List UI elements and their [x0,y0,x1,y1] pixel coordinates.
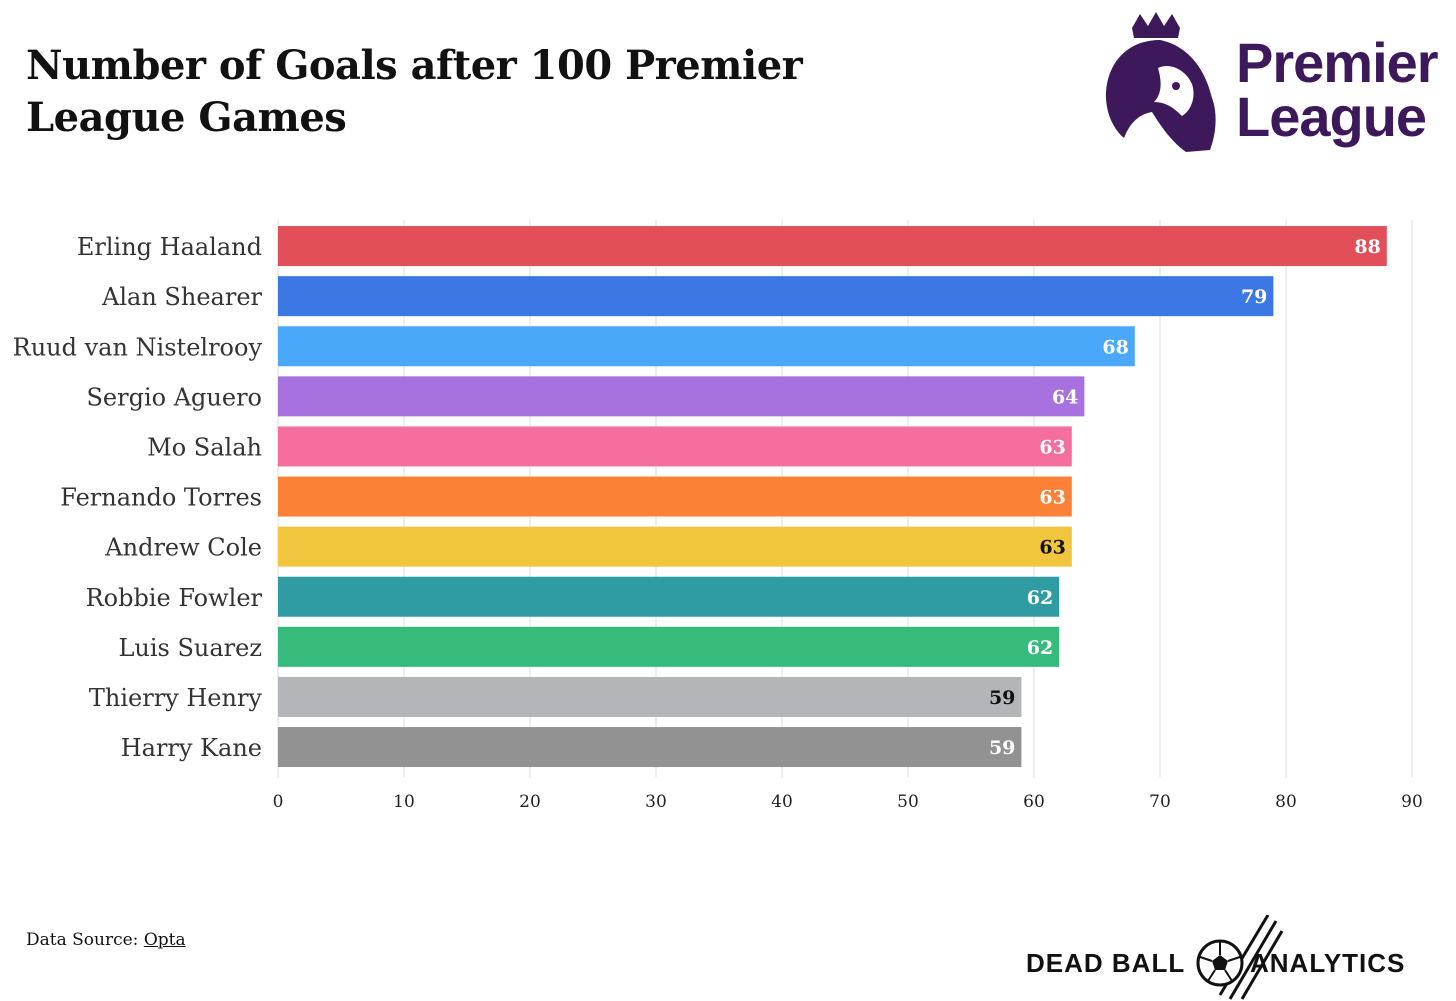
soccer-ball-icon [1196,915,1284,1000]
bar [278,626,1060,667]
value-label: 62 [1027,587,1053,609]
category-label: Luis Suarez [118,634,262,662]
x-tick-label: 90 [1401,792,1423,812]
category-label: Harry Kane [121,734,262,762]
bar [278,376,1085,417]
bar [278,276,1274,317]
category-labels: Erling Haaland Alan Shearer Ruud van Niste… [13,233,263,762]
x-tick-label: 10 [393,792,415,812]
bar [278,326,1135,367]
lion-crest-icon [1105,12,1216,152]
chart-title: Number of Goals after 100 Premier League… [26,42,803,141]
value-label: 63 [1039,436,1065,458]
x-tick-label: 70 [1149,792,1171,812]
bar [278,727,1022,768]
value-label: 68 [1102,336,1128,358]
category-label: Mo Salah [147,433,262,461]
data-source: Data Source: Opta [26,930,186,950]
brand-left-text: DEAD BALL [1026,948,1185,978]
value-label: 64 [1052,386,1078,408]
category-label: Andrew Cole [104,534,262,562]
x-tick-label: 40 [771,792,793,812]
bar [278,476,1072,517]
category-label: Erling Haaland [77,233,262,261]
data-source-link[interactable]: Opta [143,930,186,950]
x-tick-label: 20 [519,792,541,812]
bar [278,226,1387,267]
category-label: Robbie Fowler [86,584,263,612]
category-label: Ruud van Nistelrooy [13,333,263,361]
value-label: 59 [989,737,1015,759]
category-label: Alan Shearer [101,283,262,311]
value-label: 88 [1354,236,1380,258]
bar-chart: 88 79 68 64 63 63 63 62 62 59 59 Erling Haaland Ala… [13,220,1423,812]
bar [278,676,1022,717]
bar [278,526,1072,567]
value-label: 79 [1241,286,1267,308]
category-label: Thierry Henry [89,684,263,712]
premier-league-logo: Premier League [1105,12,1439,152]
data-source-prefix: Data Source: [26,930,144,950]
x-axis-ticks: 0 10 20 30 40 50 60 70 80 90 [273,792,1423,812]
x-tick-label: 0 [273,792,284,812]
value-label: 63 [1039,487,1065,509]
bars: 88 79 68 64 63 63 63 62 62 59 59 [278,226,1387,768]
value-label: 63 [1039,537,1065,559]
bar [278,576,1060,617]
value-label: 59 [989,687,1015,709]
logo-line-2: League [1236,85,1426,148]
dead-ball-analytics-logo: DEAD BALL ANALYTICS [1026,915,1405,1000]
x-tick-label: 80 [1275,792,1297,812]
category-label: Fernando Torres [60,484,262,512]
x-tick-label: 60 [1023,792,1045,812]
brand-right-text: ANALYTICS [1250,948,1405,978]
logo-line-1: Premier [1236,31,1438,94]
x-tick-label: 50 [897,792,919,812]
value-label: 62 [1027,637,1053,659]
bar [278,426,1072,467]
category-label: Sergio Aguero [86,383,262,411]
x-tick-label: 30 [645,792,667,812]
